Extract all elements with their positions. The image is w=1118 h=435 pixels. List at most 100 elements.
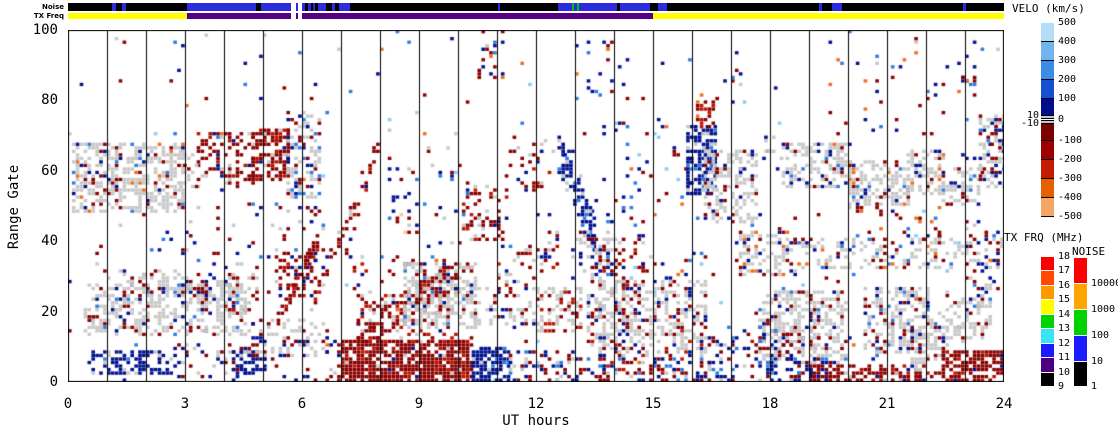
noise-strip-segment [111,3,116,11]
x-tick-label: 24 [995,396,1013,412]
x-tick [770,383,771,392]
x-tick-label: 9 [414,396,424,412]
noise-strip-segment [579,3,618,11]
y-tick-label: 60 [41,162,58,179]
x-tick-label: 15 [644,396,662,412]
x-tick [614,383,615,388]
velo-bar-label: -200 [1058,154,1083,165]
txfrq-bar-label: 13 [1058,323,1071,334]
velo-bar-segment [1041,124,1054,141]
x-tick [107,383,108,388]
noise-colorbar-title: NOISE [1072,245,1106,258]
y-tick-left [63,346,68,347]
x-tick [536,383,537,392]
y-tick-left [60,382,68,383]
velo-colorbar [1041,23,1054,217]
x-tick-label: 21 [878,396,896,412]
y-tick-right [1005,135,1010,136]
x-tick [341,383,342,388]
noise-bar-label: 100 [1091,330,1110,341]
velo-bar-label: -100 [1058,135,1083,146]
x-tick [380,383,381,388]
velo-bar-segment [1041,61,1054,80]
x-tick-label: 18 [761,396,779,412]
velo-bar-label: -400 [1058,192,1083,203]
y-tick-right [1005,346,1010,347]
velo-bar-segment [1041,23,1054,42]
y-tick-left [60,311,68,312]
txfrq-colorbar-title: TX FRQ (MHz) [1004,231,1084,244]
txfrq-bar-segment [1041,315,1054,329]
tx-freq-strip [68,13,1004,19]
noise-strip-segment [620,3,650,11]
y-tick-right [1005,206,1010,207]
y-tick-label: 80 [41,92,58,109]
noise-bar-segment [1074,284,1087,310]
noise-strip-segment [577,3,580,11]
velo-bar-left-label: -10 [1020,118,1039,129]
x-tick [1004,383,1005,392]
txfrq-bar-segment [1041,257,1054,271]
y-tick-right [1005,276,1010,277]
noise-strip-segment [657,3,667,11]
noise-strip-segment [332,3,336,11]
velo-bar-label: 100 [1058,93,1077,104]
noise-colorbar [1074,258,1087,387]
velo-bar-label: 0 [1058,114,1065,125]
y-tick-label: 100 [32,22,58,38]
noise-strip-segment [573,3,578,11]
y-tick-right [1005,100,1013,101]
x-tick [497,383,498,388]
x-tick-label: 6 [297,396,307,412]
noise-bar-label: 10 [1091,356,1104,367]
y-tick-left [60,170,68,171]
y-tick-label: 0 [49,374,58,390]
y-tick-left [63,206,68,207]
tx-strip-segment [68,13,187,19]
noise-strip-segment [819,3,822,11]
tx-strip-segment [186,13,291,19]
y-tick-right [1005,170,1013,171]
txfrq-bar-label: 14 [1058,309,1071,320]
velo-bar-segment [1041,80,1054,99]
y-tick-left [63,135,68,136]
velo-bar-label: 200 [1058,74,1077,85]
y-tick-left [60,30,68,31]
noise-strip-segment [312,3,315,11]
x-tick [887,383,888,392]
velo-bar-segment [1041,179,1054,198]
noise-strip-segment [302,3,306,11]
x-tick-label: 12 [527,396,545,412]
x-tick [263,383,264,388]
tx-strip-segment [653,13,1004,19]
x-tick [146,383,147,388]
noise-strip-segment [296,3,299,11]
velo-bar-segment [1041,42,1054,61]
noise-strip [68,3,1004,11]
txfrq-bar-segment [1041,358,1054,373]
velo-bar-label: 500 [1058,17,1077,28]
noise-strip-segment [497,3,501,11]
velo-bar-label: -300 [1058,173,1083,184]
txfrq-bar-segment [1041,300,1054,315]
y-tick-left [60,241,68,242]
txfrq-bar-segment [1041,329,1054,344]
velo-bar-label: -500 [1058,211,1083,222]
velo-bar-segment [1041,116,1054,119]
velo-bar-segment [1041,160,1054,179]
velo-bar-segment [1041,121,1054,124]
noise-strip-segment [261,3,292,11]
noise-strip-segment [832,3,843,11]
x-tick-label: 0 [63,396,73,412]
noise-bar-label: 1 [1091,381,1098,392]
y-tick-right [1005,30,1013,31]
txfrq-bar-label: 12 [1058,338,1071,349]
txfrq-bar-label: 11 [1058,352,1071,363]
txfrq-bar-segment [1041,271,1054,286]
range-time-plot-area [68,30,1004,382]
velo-bar-segment [1041,141,1054,160]
noise-strip-segment [571,3,574,11]
y-tick-right [1005,65,1010,66]
tx-strip-segment [296,13,299,19]
